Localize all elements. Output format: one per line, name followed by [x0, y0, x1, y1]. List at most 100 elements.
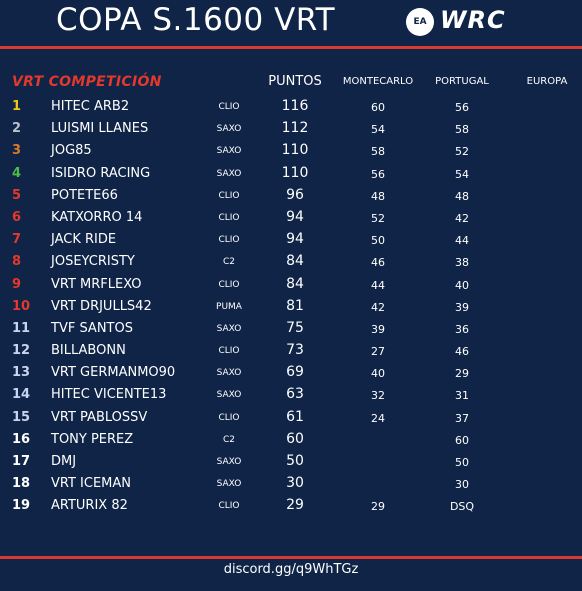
driver-name-cell: HITEC ARB2: [51, 99, 130, 114]
portugal-cell: 38: [455, 256, 469, 270]
portugal-cell: 31: [455, 389, 469, 403]
points-cell: 81: [286, 297, 304, 314]
table-row: 5 POTETE66 CLIO 96 48 48: [0, 185, 582, 207]
points-cell: 84: [286, 275, 304, 292]
table-row: 4 ISIDRO RACING SAXO 110 56 54: [0, 163, 582, 185]
points-cell: 30: [286, 475, 304, 492]
table-row: 13 VRT GERMANMO90 SAXO 69 40 29: [0, 362, 582, 384]
montecarlo-cell: 52: [371, 211, 385, 225]
portugal-cell: 30: [455, 478, 469, 492]
column-header-montecarlo: MONTECARLO: [342, 76, 414, 87]
portugal-cell: DSQ: [449, 500, 475, 514]
driver-name-cell: JACK RIDE: [51, 232, 117, 248]
car-cell: SAXO: [216, 124, 242, 135]
points-cell: 73: [286, 342, 304, 359]
car-cell: CLIO: [218, 279, 240, 290]
column-header-europa: EUROPA: [526, 76, 568, 87]
position-cell: 15: [12, 409, 31, 425]
column-header-portugal: PORTUGAL: [435, 76, 489, 87]
table-row: 15 VRT PABLOSSV CLIO 61 24 37: [0, 407, 582, 429]
montecarlo-cell: 32: [371, 389, 385, 403]
car-cell: SAXO: [216, 457, 242, 467]
table-row: 16 TONY PEREZ C2 60 60: [0, 429, 582, 451]
header: COPA S.1600 VRT EA WRC: [0, 0, 582, 46]
points-cell: 69: [286, 364, 304, 381]
points-cell: 75: [286, 319, 304, 336]
points-cell: 94: [286, 231, 304, 248]
table-row: 17 DMJ SAXO 50 50: [0, 451, 582, 473]
footer-divider: [0, 556, 582, 559]
position-cell: 3: [12, 143, 22, 159]
montecarlo-cell: 54: [371, 123, 385, 137]
portugal-cell: 50: [455, 456, 469, 469]
position-cell: 12: [12, 343, 31, 359]
points-cell: 50: [286, 453, 304, 469]
points-cell: 110: [281, 142, 309, 159]
table-row: 10 VRT DRJULLS42 PUMA 81 42 39: [0, 296, 582, 318]
position-cell: 7: [12, 232, 22, 248]
position-cell: 14: [12, 387, 31, 403]
car-cell: CLIO: [218, 212, 240, 223]
points-cell: 116: [281, 98, 309, 114]
car-cell: SAXO: [216, 168, 242, 179]
portugal-cell: 54: [455, 167, 469, 181]
points-cell: 110: [281, 164, 309, 181]
driver-name-cell: TONY PEREZ: [51, 431, 134, 447]
position-cell: 6: [12, 209, 22, 225]
header-divider: [0, 46, 582, 49]
position-cell: 9: [12, 276, 22, 292]
montecarlo-cell: 27: [371, 345, 385, 359]
standings-table: 1 HITEC ARB2 CLIO 116 60 56 2 LUISMI LLANES SAXO…: [0, 96, 582, 518]
driver-name-cell: KATXORRO 14: [51, 209, 143, 225]
section-title: VRT COMPETICIÓN: [12, 74, 162, 90]
montecarlo-cell: 40: [371, 367, 385, 381]
montecarlo-cell: 24: [371, 411, 385, 425]
page-title: COPA S.1600 VRT: [56, 2, 336, 38]
wrc-logo: WRC: [440, 6, 506, 34]
car-cell: CLIO: [218, 102, 240, 112]
driver-name-cell: BILLABONN: [51, 343, 126, 359]
table-row: 12 BILLABONN CLIO 73 27 46: [0, 340, 582, 362]
position-cell: 10: [12, 298, 31, 314]
table-row: 7 JACK RIDE CLIO 94 50 44: [0, 229, 582, 251]
car-cell: CLIO: [218, 235, 240, 246]
table-row: 18 VRT ICEMAN SAXO 30 30: [0, 473, 582, 495]
car-cell: SAXO: [216, 368, 242, 379]
portugal-cell: 44: [455, 234, 469, 248]
driver-name-cell: JOG85: [51, 143, 92, 159]
driver-name-cell: ARTURIX 82: [51, 498, 128, 514]
driver-name-cell: ISIDRO RACING: [51, 165, 151, 181]
points-cell: 94: [286, 208, 304, 225]
portugal-cell: 56: [455, 101, 469, 114]
portugal-cell: 37: [455, 411, 469, 425]
driver-name-cell: DMJ: [51, 454, 77, 469]
position-cell: 13: [12, 365, 31, 381]
position-cell: 16: [12, 431, 31, 447]
car-cell: C2: [222, 257, 235, 268]
portugal-cell: 52: [455, 145, 469, 159]
car-cell: CLIO: [218, 412, 240, 423]
montecarlo-cell: 44: [371, 278, 385, 292]
table-row: 11 TVF SANTOS SAXO 75 39 36: [0, 318, 582, 340]
position-cell: 19: [12, 498, 31, 514]
table-row: 2 LUISMI LLANES SAXO 112 54 58: [0, 118, 582, 140]
discord-link[interactable]: discord.gg/q9WhTGz: [223, 562, 359, 577]
montecarlo-cell: 39: [371, 322, 385, 336]
car-cell: C2: [222, 434, 235, 445]
table-row: 3 JOG85 SAXO 110 58 52: [0, 140, 582, 162]
portugal-cell: 36: [455, 322, 469, 336]
points-cell: 60: [286, 430, 304, 447]
points-cell: 112: [281, 120, 309, 137]
driver-name-cell: VRT DRJULLS42: [51, 298, 152, 314]
table-row: 19 ARTURIX 82 CLIO 29 29 DSQ: [0, 495, 582, 517]
car-cell: CLIO: [218, 190, 240, 201]
driver-name-cell: VRT PABLOSSV: [51, 409, 148, 425]
driver-name-cell: LUISMI LLANES: [51, 121, 149, 137]
portugal-cell: 58: [455, 123, 469, 137]
table-row: 8 JOSEYCRISTY C2 84 46 38: [0, 251, 582, 273]
portugal-cell: 48: [455, 189, 469, 203]
montecarlo-cell: 60: [371, 101, 385, 114]
position-cell: 5: [12, 187, 22, 203]
points-cell: 63: [286, 386, 304, 403]
points-cell: 96: [286, 186, 304, 203]
